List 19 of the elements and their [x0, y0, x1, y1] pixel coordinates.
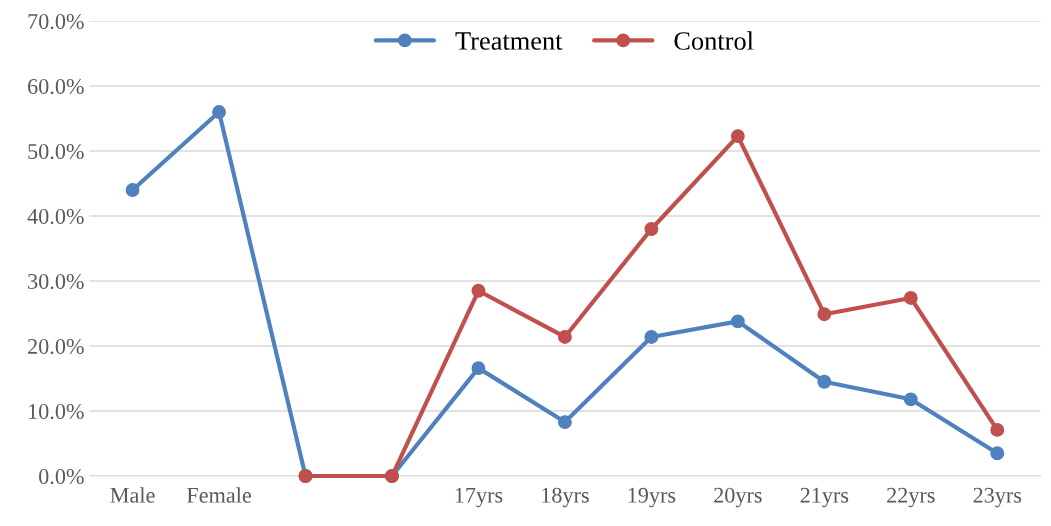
y-tick-label: 0.0% [39, 468, 84, 485]
legend-label: Treatment [455, 32, 563, 50]
y-tick-label: 60.0% [28, 78, 84, 95]
x-tick-label: 18yrs [542, 487, 589, 508]
y-tick-label: 40.0% [27, 208, 84, 225]
x-tick-label: Male [110, 487, 155, 503]
x-tick-label: 21yrs [800, 487, 849, 508]
y-tick-label: 50.0% [28, 143, 84, 160]
y-tick-label: 10.0% [29, 403, 84, 420]
x-tick-label: 20yrs [714, 487, 762, 508]
x-tick-label: Female [186, 487, 251, 503]
x-tick-label: 22yrs [887, 487, 935, 508]
y-tick-label: 20.0% [28, 338, 84, 355]
legend-label: Control [674, 31, 754, 50]
y-tick-label: 70.0% [28, 13, 84, 30]
x-tick-label: 23yrs [973, 487, 1022, 508]
x-tick-label: 19yrs [628, 487, 676, 508]
x-tick-label: 17yrs [455, 487, 503, 508]
y-tick-label: 30.0% [28, 273, 84, 290]
